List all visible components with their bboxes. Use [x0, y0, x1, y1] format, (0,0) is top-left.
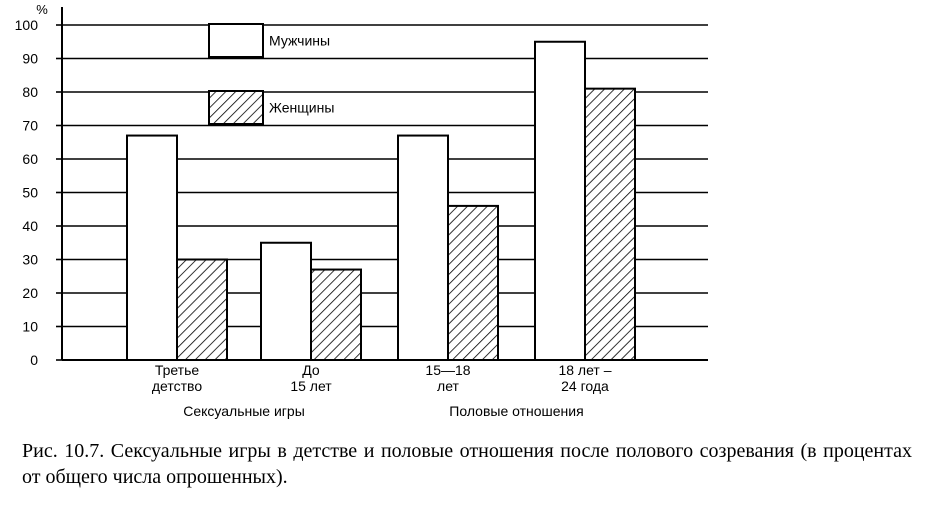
- y-tick-label: 80: [22, 84, 38, 100]
- legend-swatch-men: [208, 23, 264, 58]
- legend-label-women: Женщины: [269, 100, 334, 116]
- y-tick-label: 50: [22, 185, 38, 201]
- figure-caption: Рис. 10.7. Сексуальные игры в детстве и …: [22, 440, 912, 488]
- y-unit-label: %: [36, 2, 48, 17]
- x-group-label: Половые отношения: [449, 403, 583, 419]
- y-tick-label: 90: [22, 51, 38, 67]
- x-group-label: Сексуальные игры: [183, 403, 305, 419]
- bar-women-3: [584, 87, 636, 362]
- y-tick-label: 30: [22, 252, 38, 268]
- bar-men-1: [260, 241, 312, 361]
- legend: Мужчины Женщины: [208, 23, 334, 125]
- x-category-label: 15—18 лет: [425, 362, 470, 394]
- bar-men-0: [126, 134, 178, 361]
- legend-label-men: Мужчины: [269, 33, 330, 49]
- bar-men-2: [397, 134, 449, 361]
- x-category-label-line: 24 года: [561, 378, 609, 394]
- x-category-label: 18 лет –24 года: [558, 362, 611, 394]
- x-category-label-line: До: [302, 362, 320, 378]
- y-tick-label: 10: [22, 319, 38, 335]
- y-tick-label: 40: [22, 218, 38, 234]
- bar-women-2: [447, 204, 499, 361]
- bar-women-0: [176, 258, 228, 361]
- y-tick-label: 70: [22, 118, 38, 134]
- bars: [126, 40, 636, 362]
- x-category-label-line: 15—18: [425, 362, 470, 378]
- x-category-label-line: Третье: [155, 362, 200, 378]
- x-category-label-line: 18 лет –: [558, 362, 611, 378]
- x-category-label-line: детство: [152, 378, 202, 394]
- y-tick-label: 20: [22, 285, 38, 301]
- x-category-label: Третье детство: [152, 362, 202, 394]
- y-tick-label: 100: [15, 17, 39, 33]
- y-tick-label: 60: [22, 151, 38, 167]
- x-category-label: До 15 лет: [290, 362, 332, 394]
- bar-chart: 0 10 20 30 40 50 60 70 80 90 100% Мужчины Женщины Т…: [15, 2, 708, 419]
- x-category-label-line: лет: [437, 378, 459, 394]
- y-tick-label: 0: [30, 352, 38, 368]
- bar-men-3: [534, 40, 586, 361]
- y-axis: 0 10 20 30 40 50 60 70 80 90 100%: [15, 2, 63, 368]
- bar-women-1: [310, 268, 362, 361]
- x-category-label-line: 15 лет: [290, 378, 332, 394]
- legend-swatch-women: [208, 90, 264, 125]
- x-axis-labels: Третье детство До 15 лет 15—18 лет 18 лет –24 …: [152, 362, 612, 419]
